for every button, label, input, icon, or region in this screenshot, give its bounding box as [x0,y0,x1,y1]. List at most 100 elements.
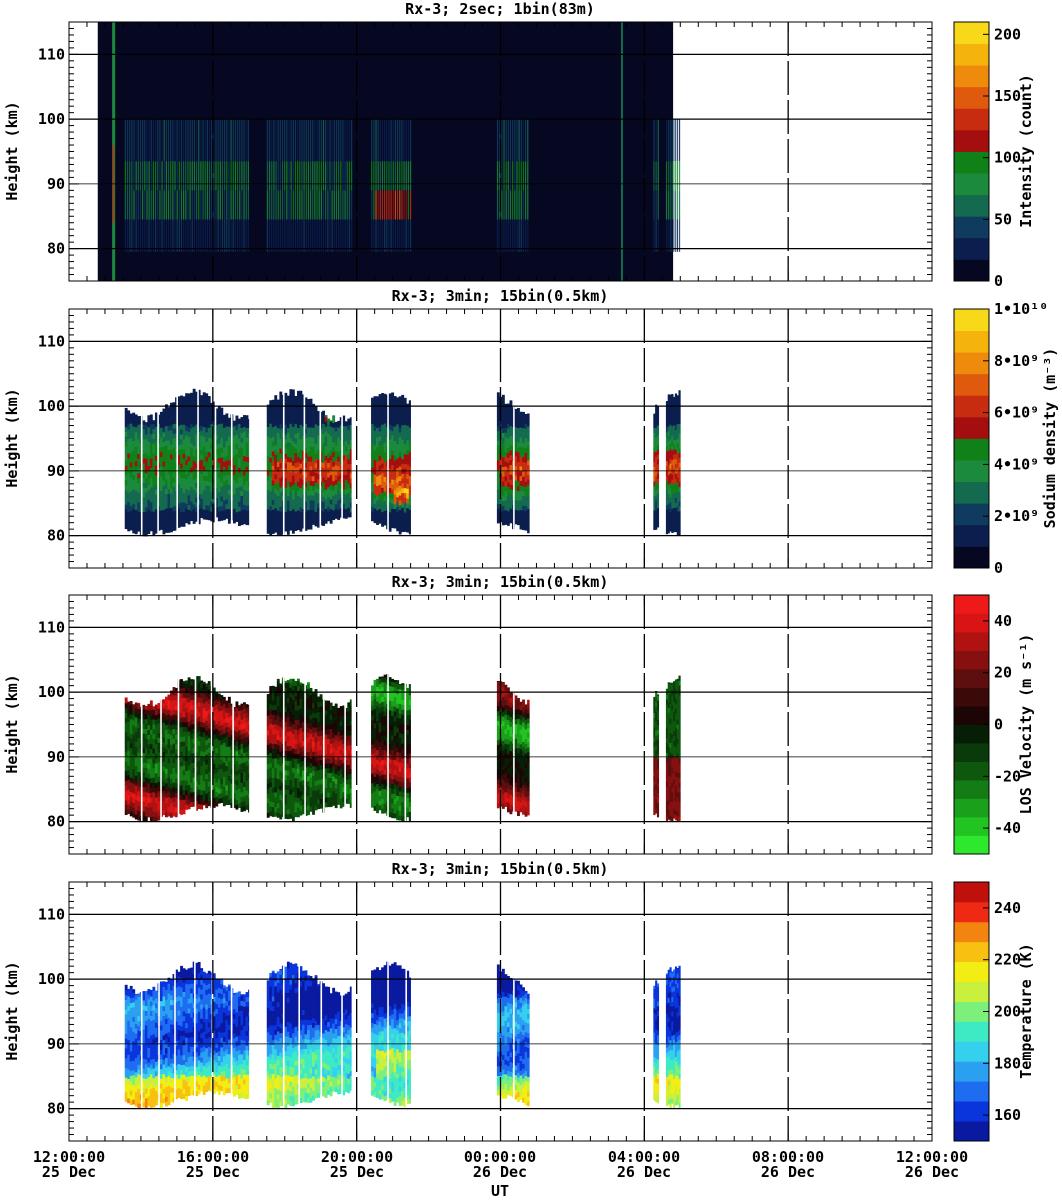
heatmap-cell [137,810,141,816]
heatmap-cell [371,486,374,493]
heatmap-cell [144,443,148,449]
profile-stripe [346,219,348,252]
heatmap-cell [190,694,194,701]
heatmap-cell [514,504,518,510]
heatmap-cell [200,483,204,489]
heatmap-cell [673,439,676,445]
heatmap-cell [396,448,400,454]
heatmap-cell [296,485,300,492]
heatmap-cell [243,484,246,491]
profile-stripe [333,119,335,162]
heatmap-cell [149,807,153,813]
heatmap-cell [517,427,520,433]
heatmap-cell [408,400,411,404]
heatmap-cell [240,447,244,453]
heatmap-cell [200,469,204,475]
heatmap-cell [212,502,216,508]
heatmap-cell [185,799,189,805]
heatmap-cell [398,396,402,399]
profile-stripe [520,219,522,252]
heatmap-cell [284,448,288,454]
heatmap-cell [177,517,181,523]
heatmap-cell [144,801,148,807]
heatmap-cell [514,422,518,428]
profile-stripe [405,219,407,252]
heatmap-cell [149,414,153,420]
profile-stripe [195,219,198,252]
heatmap-cell [656,449,660,455]
heatmap-cell [347,419,351,426]
profile-stripe [516,161,518,191]
profile-stripe [211,219,213,252]
heatmap-cell [665,456,669,462]
heatmap-cell [172,738,176,744]
heatmap-cell [159,412,163,419]
heatmap-cell [195,497,199,503]
heatmap-cell [302,416,305,422]
heatmap-cell [312,480,315,487]
heatmap-cell [501,437,505,443]
heatmap-cell [187,402,191,408]
heatmap-cell [162,712,166,719]
heatmap-cell [157,506,161,512]
heatmap-cell [170,778,173,784]
profile-stripe [375,219,377,252]
heatmap-cell [217,448,221,454]
heatmap-cell [170,512,173,518]
heatmap-cell [227,474,231,481]
heatmap-cell [314,438,318,444]
heatmap-cell [669,414,672,420]
heatmap-cell [220,510,224,516]
profile-stripe [299,161,301,191]
heatmap-cell [245,442,249,448]
heatmap-cell [157,476,161,483]
heatmap-cell [324,484,328,490]
heatmap-cell [269,510,273,516]
heatmap-cell [347,502,351,508]
profile-stripe [379,219,381,252]
heatmap-cell [147,475,151,481]
heatmap-cell [137,737,141,743]
heatmap-cell [376,427,379,433]
heatmap-cell [159,490,163,496]
profile-stripe [371,119,373,162]
heatmap-cell [302,484,305,490]
heatmap-cell [312,456,315,462]
heatmap-cell [393,401,397,408]
heatmap-cell [674,526,678,533]
heatmap-cell [266,475,270,481]
profile-stripe [243,190,245,220]
profile-stripe [678,119,681,162]
heatmap-cell [170,444,173,450]
heatmap-cell [408,490,411,496]
heatmap-cell [509,498,513,504]
heatmap-cell [144,757,148,763]
profile-stripe [281,219,284,252]
heatmap-cell [190,758,194,764]
panel-title: Rx-3; 2sec; 1bin(83m) [405,0,595,18]
heatmap-cell [403,424,407,430]
heatmap-cell [167,469,171,475]
heatmap-cell [190,447,194,454]
heatmap-cell [373,454,377,460]
profile-stripe [268,161,271,191]
heatmap-cell [509,488,513,495]
heatmap-cell [207,471,211,477]
heatmap-cell [167,513,171,519]
heatmap-cell [667,503,670,510]
profile-stripe [277,190,279,220]
heatmap-cell [129,515,133,521]
heatmap-cell [673,420,676,426]
heatmap-cell [669,487,672,493]
profile-stripe [187,119,189,162]
heatmap-cell [192,709,196,715]
heatmap-cell [271,494,275,500]
heatmap-cell [134,755,138,762]
heatmap-cell [309,402,313,409]
heatmap-cell [127,458,131,464]
heatmap-cell [371,399,374,405]
heatmap-cell [276,529,280,535]
heatmap-cell [279,414,283,420]
heatmap-cell [167,474,171,480]
